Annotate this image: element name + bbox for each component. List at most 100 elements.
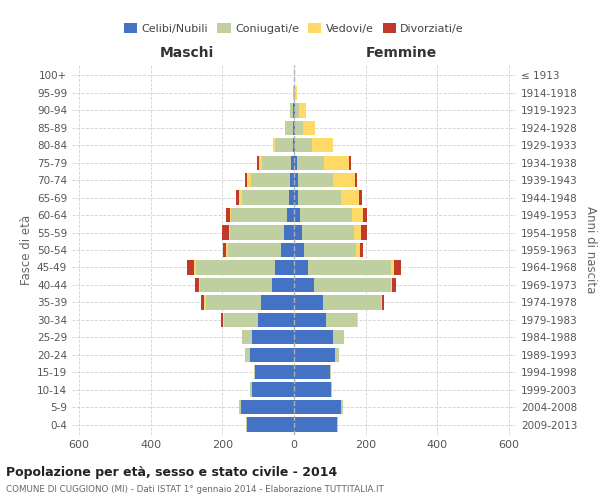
Bar bbox=[230, 208, 232, 222]
Bar bbox=[294, 208, 301, 222]
Bar bbox=[297, 156, 324, 170]
Bar bbox=[294, 312, 326, 327]
Bar bbox=[391, 260, 394, 274]
Bar bbox=[334, 330, 344, 344]
Bar bbox=[341, 190, 359, 205]
Bar bbox=[245, 348, 250, 362]
Bar bbox=[294, 295, 323, 310]
Bar bbox=[334, 173, 355, 188]
Bar bbox=[239, 400, 241, 414]
Bar bbox=[251, 173, 290, 188]
Bar bbox=[294, 226, 302, 239]
Bar bbox=[286, 120, 293, 135]
Bar bbox=[298, 173, 334, 188]
Bar bbox=[204, 295, 206, 310]
Bar bbox=[357, 312, 358, 327]
Bar bbox=[352, 208, 363, 222]
Bar bbox=[299, 103, 306, 118]
Bar bbox=[236, 190, 239, 205]
Bar bbox=[289, 190, 294, 205]
Bar bbox=[221, 312, 223, 327]
Bar bbox=[259, 156, 262, 170]
Bar bbox=[272, 278, 294, 292]
Bar bbox=[293, 138, 294, 152]
Bar bbox=[294, 400, 341, 414]
Text: COMUNE DI CUGGIONO (MI) - Dati ISTAT 1° gennaio 2014 - Elaborazione TUTTITALIA.I: COMUNE DI CUGGIONO (MI) - Dati ISTAT 1° … bbox=[6, 485, 384, 494]
Bar bbox=[194, 260, 196, 274]
Bar bbox=[223, 243, 226, 257]
Bar bbox=[301, 208, 352, 222]
Bar bbox=[294, 382, 331, 397]
Bar bbox=[261, 295, 294, 310]
Bar bbox=[245, 173, 247, 188]
Bar bbox=[294, 278, 314, 292]
Bar bbox=[230, 226, 284, 239]
Bar bbox=[287, 208, 294, 222]
Bar bbox=[262, 156, 291, 170]
Bar bbox=[392, 278, 395, 292]
Bar bbox=[295, 138, 311, 152]
Bar bbox=[294, 365, 330, 380]
Bar bbox=[239, 190, 242, 205]
Y-axis label: Anni di nascita: Anni di nascita bbox=[584, 206, 597, 294]
Legend: Celibi/Nubili, Coniugati/e, Vedovi/e, Divorziati/e: Celibi/Nubili, Coniugati/e, Vedovi/e, Di… bbox=[119, 19, 469, 38]
Bar bbox=[359, 190, 362, 205]
Bar bbox=[304, 243, 356, 257]
Bar bbox=[250, 382, 252, 397]
Bar bbox=[361, 226, 367, 239]
Bar bbox=[200, 295, 204, 310]
Bar bbox=[222, 226, 229, 239]
Bar bbox=[206, 295, 261, 310]
Bar bbox=[337, 418, 338, 432]
Bar bbox=[232, 208, 287, 222]
Bar bbox=[326, 312, 357, 327]
Bar bbox=[363, 208, 367, 222]
Bar bbox=[355, 173, 356, 188]
Bar bbox=[382, 295, 383, 310]
Bar bbox=[380, 295, 382, 310]
Bar bbox=[294, 138, 295, 152]
Bar bbox=[195, 278, 199, 292]
Bar bbox=[200, 278, 272, 292]
Bar bbox=[223, 312, 224, 327]
Bar bbox=[247, 418, 294, 432]
Bar bbox=[359, 243, 363, 257]
Bar bbox=[290, 103, 293, 118]
Bar bbox=[229, 226, 230, 239]
Bar bbox=[331, 382, 332, 397]
Bar bbox=[241, 400, 294, 414]
Bar bbox=[273, 138, 275, 152]
Bar bbox=[341, 400, 343, 414]
Bar bbox=[354, 226, 361, 239]
Bar bbox=[257, 156, 259, 170]
Bar bbox=[246, 418, 247, 432]
Bar bbox=[294, 103, 295, 118]
Bar bbox=[247, 173, 251, 188]
Bar bbox=[199, 278, 200, 292]
Bar bbox=[187, 260, 194, 274]
Bar bbox=[275, 138, 293, 152]
Bar bbox=[311, 138, 333, 152]
Bar bbox=[294, 156, 297, 170]
Bar bbox=[294, 120, 295, 135]
Bar bbox=[293, 103, 294, 118]
Bar bbox=[294, 418, 337, 432]
Bar bbox=[242, 190, 289, 205]
Bar bbox=[226, 243, 228, 257]
Bar bbox=[349, 156, 350, 170]
Text: Femmine: Femmine bbox=[366, 46, 437, 60]
Text: Popolazione per età, sesso e stato civile - 2014: Popolazione per età, sesso e stato civil… bbox=[6, 466, 337, 479]
Bar bbox=[324, 156, 349, 170]
Bar bbox=[314, 278, 391, 292]
Bar bbox=[335, 348, 340, 362]
Bar bbox=[294, 243, 304, 257]
Bar bbox=[284, 226, 294, 239]
Bar bbox=[254, 365, 256, 380]
Bar bbox=[291, 156, 294, 170]
Bar bbox=[196, 260, 275, 274]
Bar bbox=[284, 120, 286, 135]
Bar bbox=[293, 120, 294, 135]
Bar bbox=[302, 120, 315, 135]
Bar bbox=[295, 86, 297, 100]
Bar bbox=[298, 190, 341, 205]
